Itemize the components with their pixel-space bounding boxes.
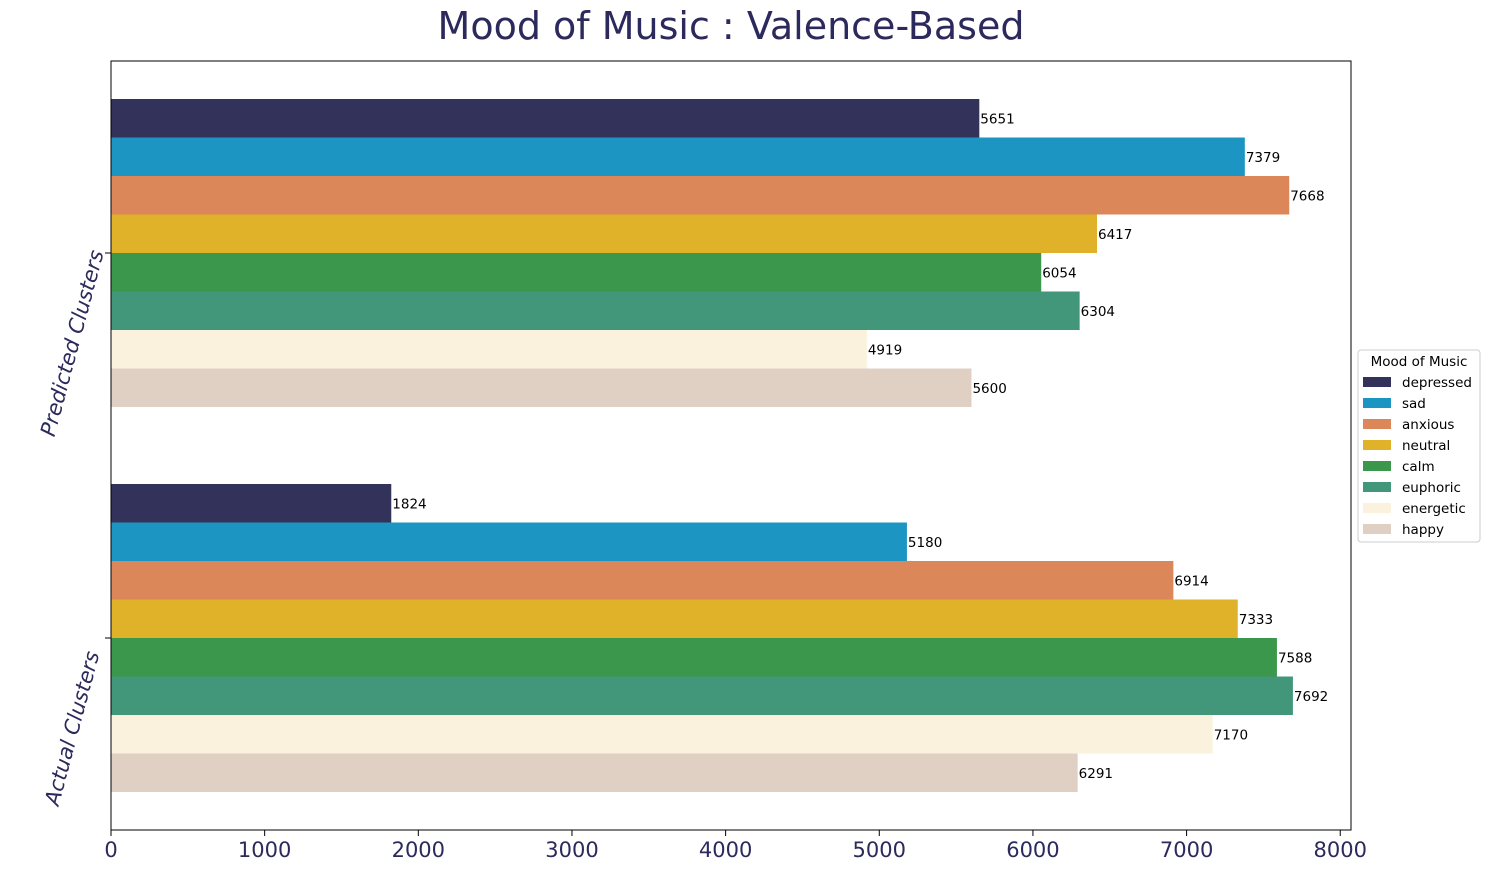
bar-energetic-1 (111, 715, 1213, 754)
y-category-label: Predicted Clusters (36, 248, 109, 439)
x-axis: 0 1000 2000 3000 4000 5000 6000 7000 8000 (104, 830, 1367, 862)
x-tick-label: 0 (104, 838, 117, 862)
bar-calm-0 (111, 253, 1042, 292)
x-tick-label: 7000 (1160, 838, 1213, 862)
x-tick-label: 1000 (238, 838, 291, 862)
data-label-calm-0: 6054 (1042, 265, 1076, 281)
legend-title: Mood of Music (1371, 354, 1468, 370)
legend-label-anxious: anxious (1402, 417, 1454, 433)
bar-sad-1 (111, 522, 907, 561)
data-label-anxious-1: 6914 (1174, 573, 1208, 589)
legend-label-calm: calm (1402, 459, 1435, 475)
data-label-energetic-0: 4919 (868, 342, 902, 358)
legend-swatch-happy (1363, 524, 1391, 534)
y-category-label: Actual Clusters (40, 649, 105, 810)
chart-title: Mood of Music : Valence-Based (437, 4, 1025, 48)
bar-energetic-0 (111, 330, 867, 369)
bar-depressed-0 (111, 99, 980, 138)
legend-label-neutral: neutral (1402, 438, 1450, 454)
bar-sad-0 (111, 137, 1245, 176)
data-label-happy-1: 6291 (1079, 766, 1113, 782)
legend-label-euphoric: euphoric (1402, 480, 1461, 496)
bar-happy-0 (111, 368, 972, 407)
legend-swatch-depressed (1363, 377, 1391, 387)
bar-happy-1 (111, 753, 1078, 792)
data-label-neutral-1: 7333 (1239, 612, 1273, 628)
plot-frame (110, 60, 1352, 831)
bar-calm-1 (111, 638, 1277, 677)
legend-swatch-energetic (1363, 503, 1391, 513)
x-tick-label: 5000 (853, 838, 906, 862)
data-label-sad-1: 5180 (908, 535, 942, 551)
legend-label-depressed: depressed (1402, 375, 1472, 391)
legend-label-sad: sad (1402, 396, 1426, 412)
legend-swatch-sad (1363, 398, 1391, 408)
x-tick-label: 2000 (392, 838, 445, 862)
bar-neutral-0 (111, 214, 1098, 253)
bar-euphoric-1 (111, 676, 1293, 715)
legend-label-happy: happy (1402, 522, 1444, 538)
x-tick-label: 8000 (1314, 838, 1367, 862)
bar-euphoric-0 (111, 291, 1080, 330)
data-label-euphoric-1: 7692 (1294, 689, 1328, 705)
bar-anxious-1 (111, 561, 1174, 600)
bars-group (111, 99, 1293, 792)
data-label-sad-0: 7379 (1246, 150, 1280, 166)
x-tick-label: 3000 (545, 838, 598, 862)
data-label-neutral-0: 6417 (1098, 227, 1132, 243)
data-label-calm-1: 7588 (1278, 650, 1312, 666)
x-tick-label: 6000 (1006, 838, 1059, 862)
data-label-depressed-0: 5651 (980, 111, 1014, 127)
legend-swatch-anxious (1363, 419, 1391, 429)
legend-swatch-euphoric (1363, 482, 1391, 492)
bar-anxious-0 (111, 176, 1290, 215)
legend-swatch-neutral (1363, 440, 1391, 450)
legend-swatch-calm (1363, 461, 1391, 471)
y-axis: Predicted Clusters Actual Clusters (36, 248, 111, 810)
bar-neutral-1 (111, 599, 1238, 638)
legend: Mood of Music depressed sad anxious neutral c… (1357, 349, 1481, 543)
data-label-euphoric-0: 6304 (1081, 304, 1115, 320)
data-label-energetic-1: 7170 (1214, 727, 1248, 743)
data-labels-group: 5651 7379 7668 6417 6054 6304 4919 5600 1824 5180… (392, 111, 1328, 782)
x-tick-label: 4000 (699, 838, 752, 862)
data-label-happy-0: 5600 (972, 381, 1006, 397)
data-label-depressed-1: 1824 (392, 496, 426, 512)
data-label-anxious-0: 7668 (1290, 188, 1324, 204)
bar-depressed-1 (111, 484, 392, 523)
legend-label-energetic: energetic (1402, 501, 1466, 517)
